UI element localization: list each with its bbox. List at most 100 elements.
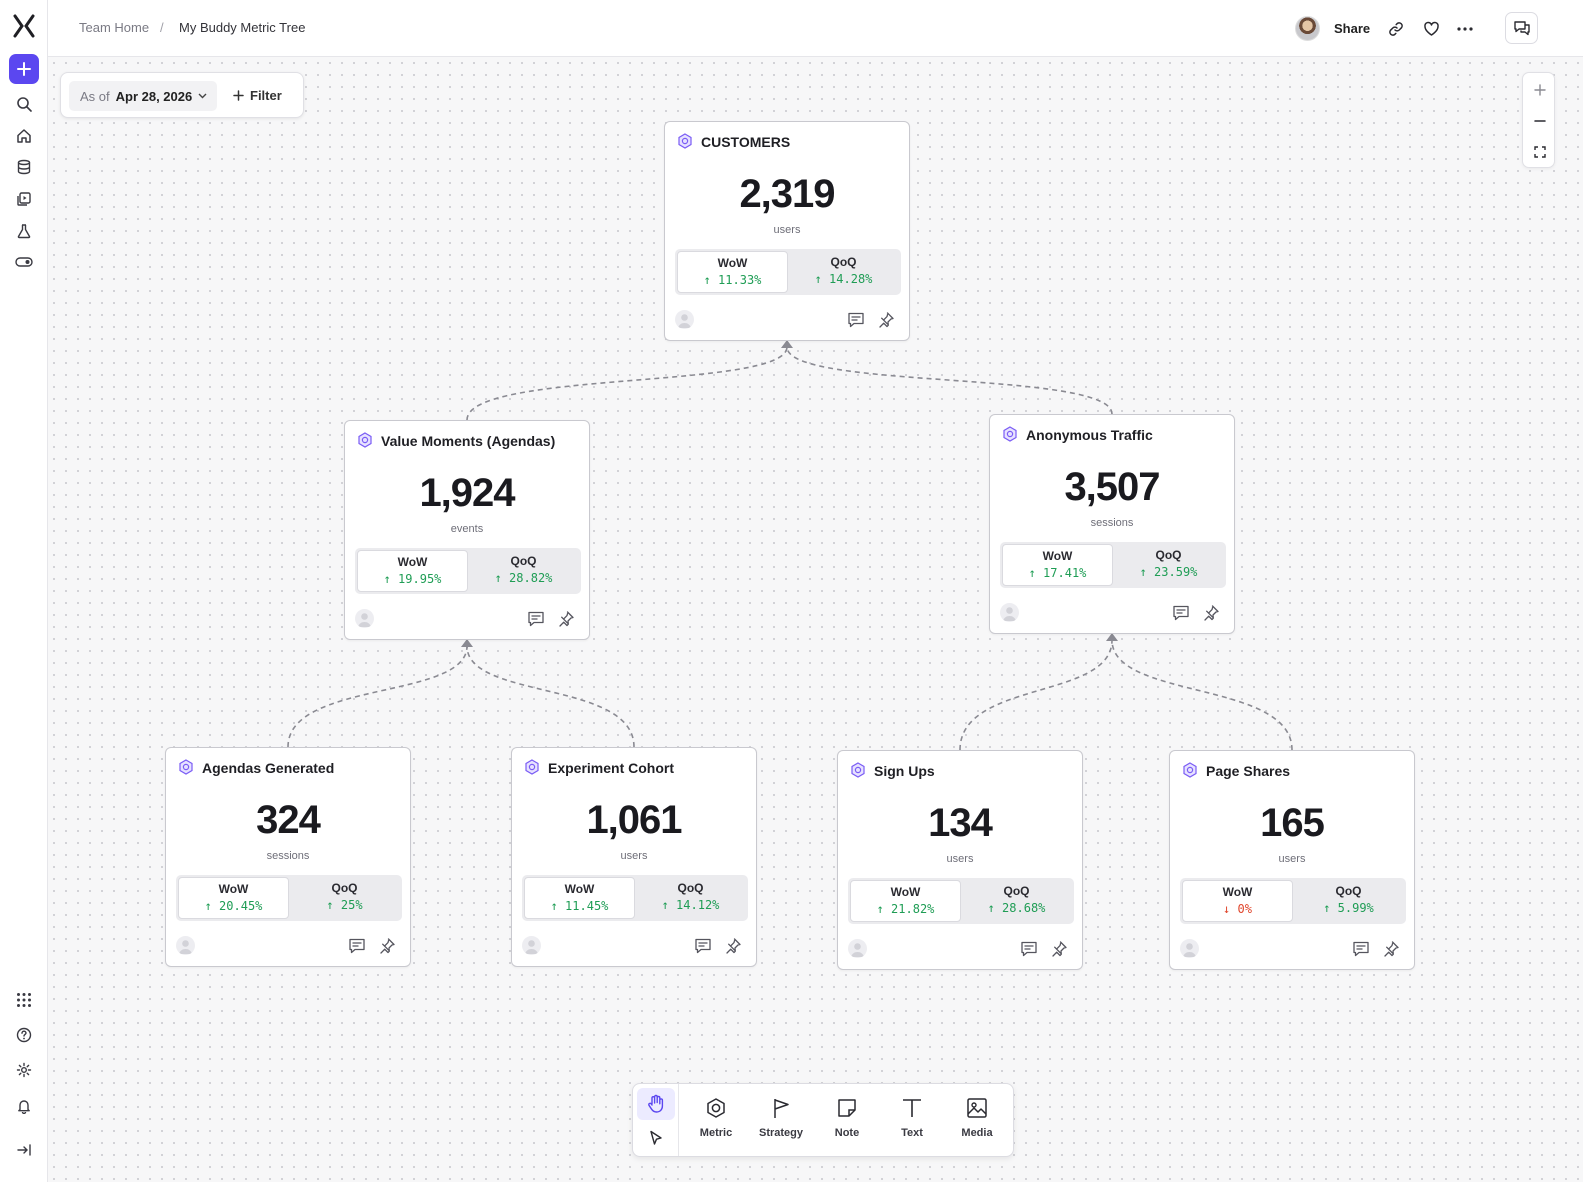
metric-card-value-moments[interactable]: Value Moments (Agendas) 1,924 events WoW… — [344, 420, 590, 640]
feature-flags-nav-button[interactable] — [14, 252, 34, 272]
settings-nav-button[interactable] — [14, 1060, 34, 1080]
pin-icon[interactable] — [1382, 940, 1400, 958]
qoq-comparison-tab[interactable]: QoQ ↑ 5.99% — [1293, 880, 1404, 922]
zoom-controls — [1522, 72, 1555, 168]
comment-icon[interactable] — [1172, 604, 1190, 622]
user-placeholder-icon — [179, 940, 192, 954]
pan-mode-button[interactable] — [637, 1088, 675, 1120]
share-button[interactable]: Share — [1334, 21, 1371, 36]
metric-card-customers[interactable]: CUSTOMERS 2,319 users WoW ↑ 11.33% QoQ ↑… — [664, 121, 910, 341]
favorite-button[interactable] — [1420, 18, 1442, 40]
metric-card-agendas-generated[interactable]: Agendas Generated 324 sessions WoW ↑ 20.… — [165, 747, 411, 967]
owner-avatar[interactable] — [522, 936, 541, 955]
qoq-comparison-tab[interactable]: QoQ ↑ 14.28% — [788, 251, 899, 293]
wow-comparison-tab[interactable]: WoW ↑ 21.82% — [850, 880, 961, 922]
user-placeholder-icon — [358, 613, 371, 627]
qoq-arrow: ↑ — [987, 901, 1003, 915]
qoq-comparison-tab[interactable]: QoQ ↑ 28.82% — [468, 550, 579, 592]
metric-card-experiment-cohort[interactable]: Experiment Cohort 1,061 users WoW ↑ 11.4… — [511, 747, 757, 967]
metric-title: Sign Ups — [874, 763, 935, 779]
wow-value: 0% — [1237, 902, 1252, 916]
zoom-out-button[interactable] — [1523, 106, 1556, 136]
wow-value: 21.82% — [891, 902, 935, 916]
notifications-nav-button[interactable] — [14, 1096, 34, 1116]
user-placeholder-icon — [525, 940, 538, 954]
wow-comparison-tab[interactable]: WoW ↑ 19.95% — [357, 550, 468, 592]
note-icon — [838, 1099, 856, 1117]
home-nav-button[interactable] — [14, 126, 34, 146]
metric-hexagon-icon — [678, 133, 692, 149]
pin-icon[interactable] — [1202, 604, 1220, 622]
comment-icon[interactable] — [1020, 940, 1038, 958]
wow-change: ↑ 11.45% — [525, 899, 634, 913]
owner-avatar[interactable] — [1000, 603, 1019, 622]
more-options-button[interactable] — [1454, 18, 1476, 40]
comment-icon[interactable] — [847, 311, 865, 329]
metric-card-sign-ups[interactable]: Sign Ups 134 users WoW ↑ 21.82% QoQ ↑ 28… — [837, 750, 1083, 970]
comment-icon[interactable] — [1352, 940, 1370, 958]
help-nav-button[interactable] — [14, 1025, 34, 1045]
select-mode-button[interactable] — [637, 1122, 675, 1154]
owner-avatar[interactable] — [675, 310, 694, 329]
metric-title: Page Shares — [1206, 763, 1291, 779]
pin-icon[interactable] — [724, 937, 742, 955]
qoq-comparison-tab[interactable]: QoQ ↑ 25% — [289, 877, 400, 919]
as-of-label: As of — [80, 88, 110, 104]
tool-strategy[interactable]: Strategy — [751, 1094, 811, 1150]
wow-change: ↑ 19.95% — [358, 572, 467, 586]
pin-icon[interactable] — [1050, 940, 1068, 958]
comment-icon[interactable] — [694, 937, 712, 955]
fit-to-screen-button[interactable] — [1523, 137, 1556, 167]
add-filter-button[interactable]: Filter — [233, 88, 282, 103]
zoom-in-button[interactable] — [1523, 75, 1556, 105]
as-of-date-picker[interactable]: As of Apr 28, 2026 — [69, 81, 217, 111]
tool-note[interactable]: Note — [817, 1094, 877, 1150]
apps-nav-button[interactable] — [14, 990, 34, 1010]
left-rail — [0, 0, 48, 1182]
qoq-change: ↑ 28.68% — [961, 901, 1072, 915]
search-nav-button[interactable] — [14, 94, 34, 114]
experiments-nav-button[interactable] — [14, 221, 34, 241]
comment-icon[interactable] — [348, 937, 366, 955]
comments-panel-button[interactable] — [1505, 12, 1538, 44]
qoq-comparison-tab[interactable]: QoQ ↑ 14.12% — [635, 877, 746, 919]
owner-avatar[interactable] — [848, 939, 867, 958]
breadcrumb-current-page[interactable]: My Buddy Metric Tree — [179, 20, 306, 35]
qoq-comparison-tab[interactable]: QoQ ↑ 28.68% — [961, 880, 1072, 922]
metric-title: CUSTOMERS — [701, 134, 791, 150]
wow-comparison-tab[interactable]: WoW ↑ 17.41% — [1002, 544, 1113, 586]
breadcrumb-team-home[interactable]: Team Home — [79, 20, 150, 35]
owner-avatar[interactable] — [176, 936, 195, 955]
wow-arrow: ↑ — [550, 899, 566, 913]
pin-icon[interactable] — [557, 610, 575, 628]
replays-nav-button[interactable] — [14, 189, 34, 209]
create-new-button[interactable] — [9, 54, 39, 84]
metric-hexagon-icon — [1003, 426, 1017, 442]
data-nav-button[interactable] — [14, 157, 34, 177]
tool-media[interactable]: Media — [947, 1094, 1007, 1150]
tool-text[interactable]: Text — [882, 1094, 942, 1150]
user-placeholder-icon — [678, 314, 691, 328]
plus-icon — [17, 62, 31, 76]
wow-comparison-tab[interactable]: WoW ↓ 0% — [1182, 880, 1293, 922]
wow-comparison-tab[interactable]: WoW ↑ 11.33% — [677, 251, 788, 293]
pin-icon[interactable] — [378, 937, 396, 955]
user-avatar[interactable] — [1295, 16, 1320, 41]
owner-avatar[interactable] — [1180, 939, 1199, 958]
metric-card-page-shares[interactable]: Page Shares 165 users WoW ↓ 0% QoQ ↑ 5.9… — [1169, 750, 1415, 970]
qoq-comparison-tab[interactable]: QoQ ↑ 23.59% — [1113, 544, 1224, 586]
metric-card-anonymous-traffic[interactable]: Anonymous Traffic 3,507 sessions WoW ↑ 1… — [989, 414, 1235, 634]
owner-avatar[interactable] — [355, 609, 374, 628]
pin-icon[interactable] — [877, 311, 895, 329]
metric-title: Experiment Cohort — [548, 760, 675, 776]
wow-comparison-tab[interactable]: WoW ↑ 20.45% — [178, 877, 289, 919]
mixpanel-logo-icon[interactable] — [13, 14, 35, 38]
image-icon — [967, 1098, 987, 1118]
wow-comparison-tab[interactable]: WoW ↑ 11.45% — [524, 877, 635, 919]
copy-link-button[interactable] — [1385, 18, 1407, 40]
wow-label: WoW — [218, 882, 249, 896]
flag-icon — [774, 1099, 789, 1118]
expand-sidebar-button[interactable] — [14, 1140, 34, 1160]
comment-icon[interactable] — [527, 610, 545, 628]
tool-metric[interactable]: Metric — [686, 1094, 746, 1150]
